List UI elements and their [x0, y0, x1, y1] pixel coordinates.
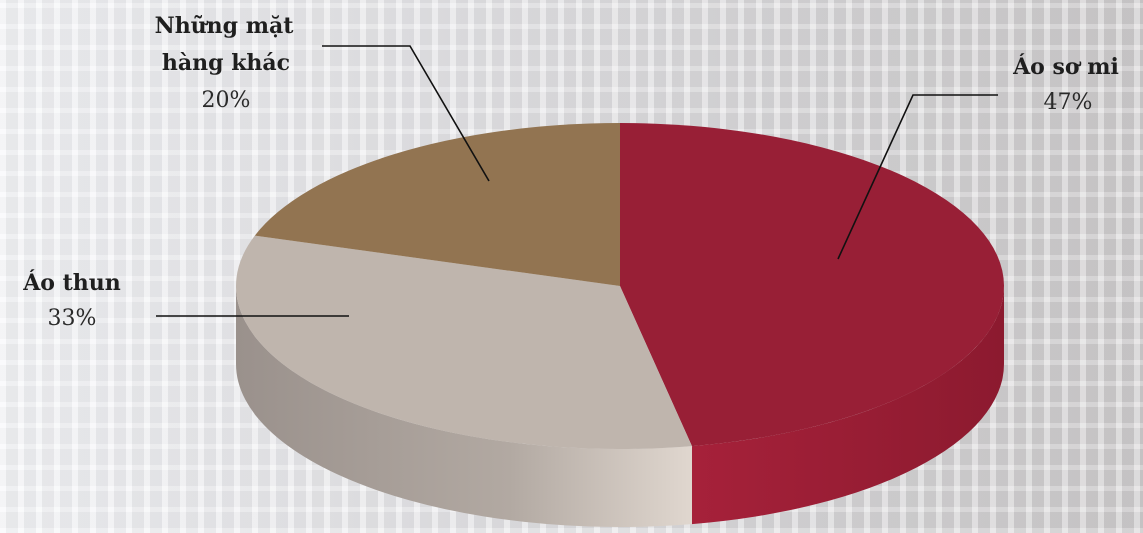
- pie-slice-side: [236, 286, 692, 527]
- pie-slice: [620, 123, 1004, 447]
- slice-label-name: Áo sơ mi: [1012, 53, 1119, 80]
- pie-slice-side: [691, 286, 1004, 525]
- slice-label-name: Áo thun: [22, 269, 121, 296]
- slice-label-percent: 47%: [1044, 90, 1093, 115]
- pie-sides: [236, 286, 1004, 527]
- label-nhung-mat-hang-khac: Những mặt hàng khác 20%: [155, 13, 295, 113]
- slice-label-name-line2: hàng khác: [162, 50, 290, 76]
- slice-label-percent: 33%: [48, 306, 97, 331]
- label-ao-so-mi: Áo sơ mi 47%: [1012, 53, 1119, 115]
- leader-line: [322, 45, 490, 182]
- leader-line: [837, 94, 998, 260]
- leader-lines: [156, 45, 998, 317]
- slice-label-percent: 20%: [202, 88, 251, 113]
- pie-slices: [235, 123, 1004, 449]
- slice-label-name: Những mặt: [155, 13, 295, 39]
- pie-slice: [235, 235, 692, 449]
- pie-slice: [254, 123, 620, 286]
- label-ao-thun: Áo thun 33%: [22, 269, 121, 331]
